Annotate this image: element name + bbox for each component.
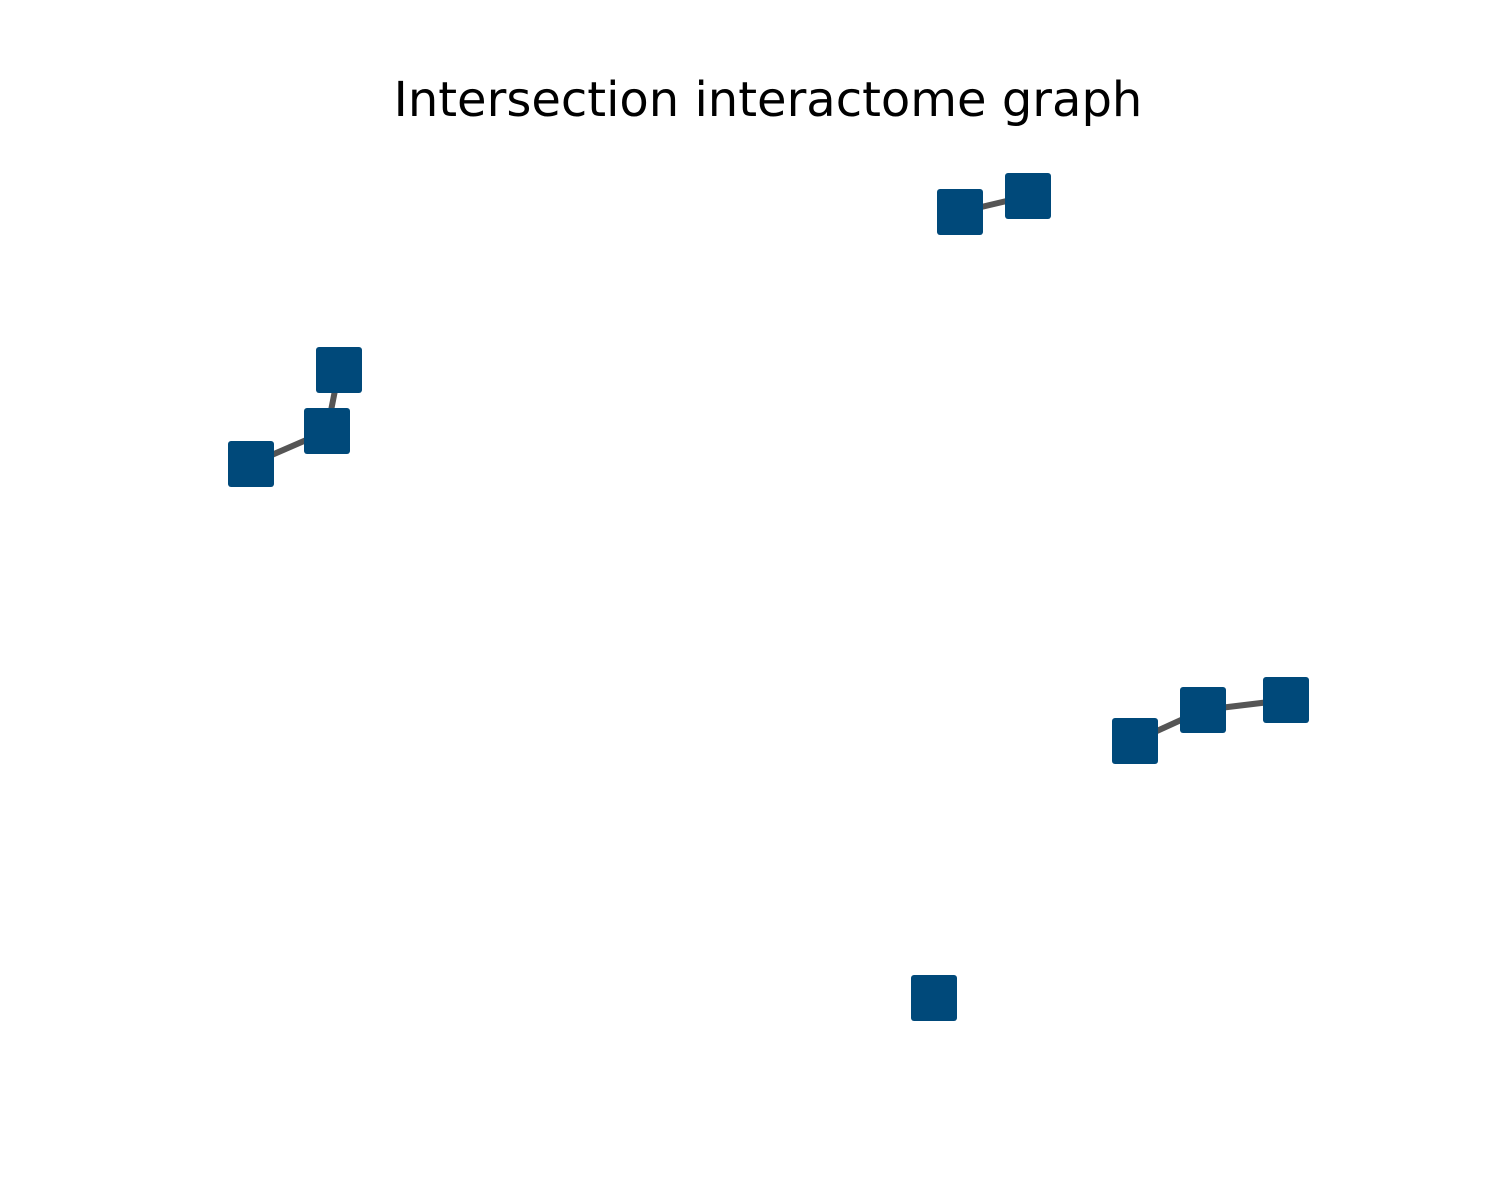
graph-node-n4 — [304, 408, 350, 454]
graph-node-n2 — [1005, 173, 1051, 219]
graph-node-n7 — [1180, 687, 1226, 733]
graph-node-n8 — [1263, 677, 1309, 723]
graph-node-n1 — [937, 189, 983, 235]
graph-node-n5 — [228, 441, 274, 487]
graph-node-n9 — [911, 975, 957, 1021]
graph-node-n6 — [1112, 718, 1158, 764]
figure-title: Intersection interactome graph — [393, 72, 1143, 128]
nodes-layer — [228, 173, 1309, 1021]
graph-node-n3 — [316, 347, 362, 393]
edges-layer — [249, 193, 1287, 744]
